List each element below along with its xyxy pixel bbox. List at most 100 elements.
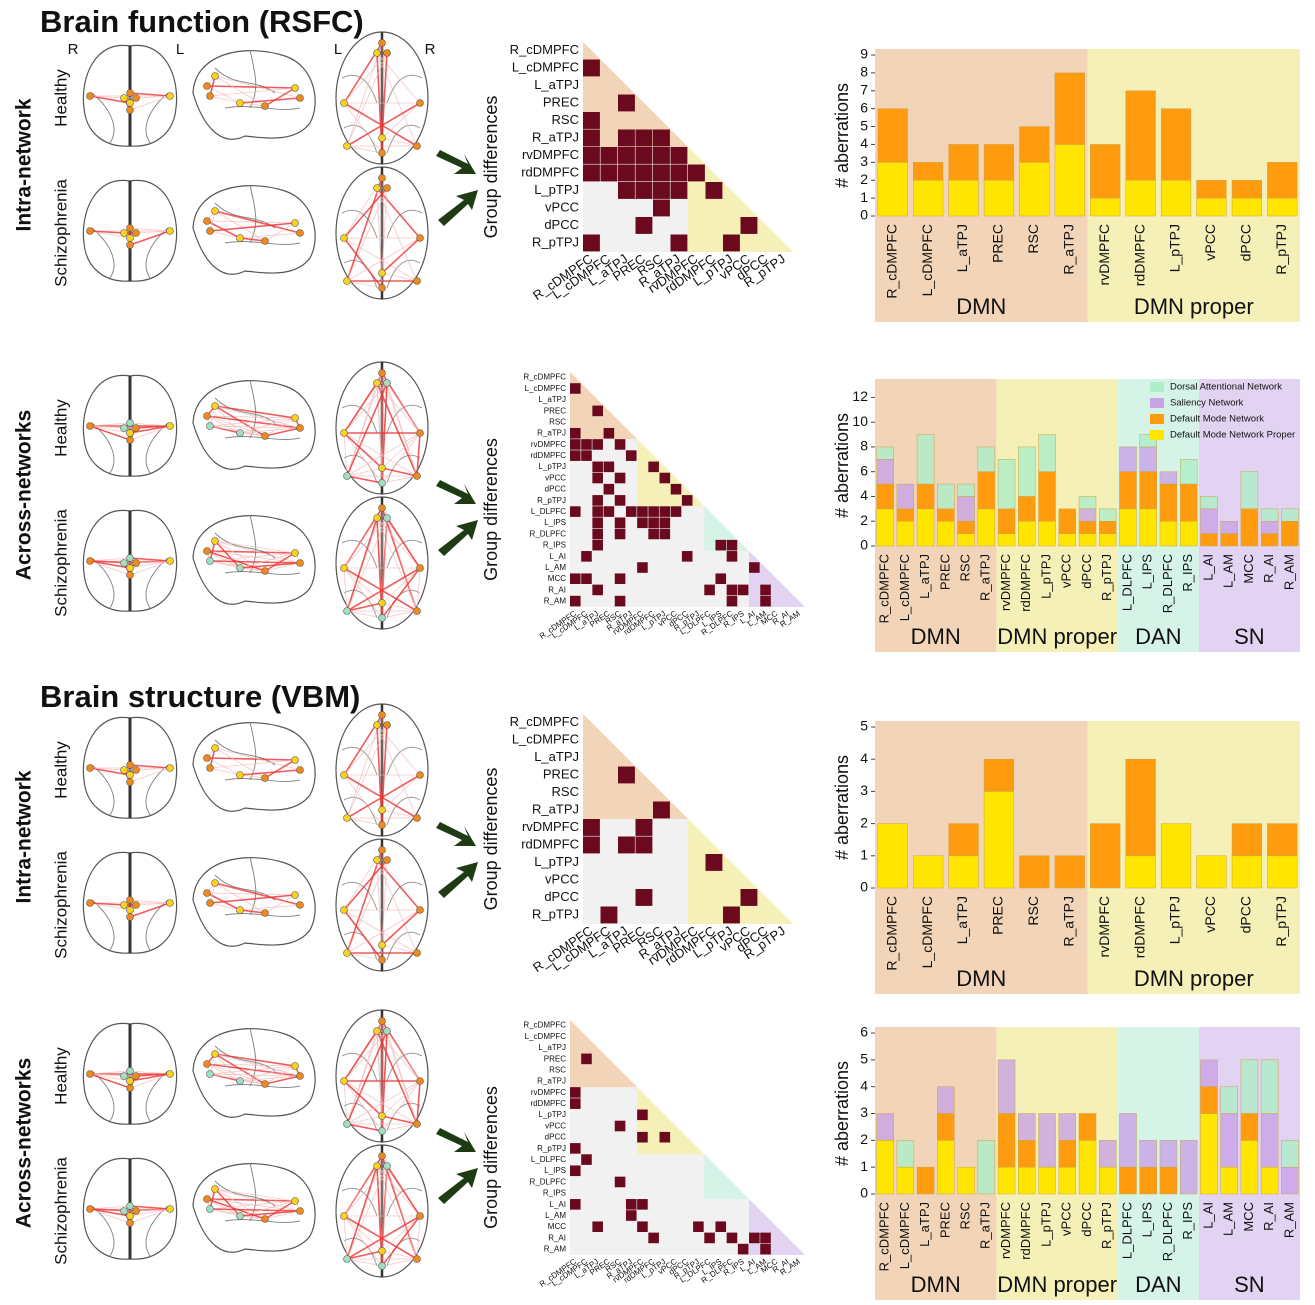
matrix-cell [715, 1221, 727, 1233]
row-label: vPCC [545, 1121, 566, 1130]
brain-outline [192, 1028, 316, 1118]
connection [129, 230, 171, 246]
node [378, 821, 386, 829]
connection [209, 1200, 296, 1210]
x-tick-label: vPCC [1202, 896, 1218, 933]
connection [239, 769, 301, 776]
group-label: DMN [911, 1272, 961, 1297]
matrix-cell [726, 584, 738, 596]
row-label: R_pTPJ [537, 496, 566, 505]
connection [209, 222, 296, 232]
connection [264, 1075, 301, 1085]
x-tick-label: PREC [937, 554, 952, 590]
network-block [704, 506, 750, 552]
row-label: rvDMPFC [522, 147, 579, 162]
node [340, 906, 348, 914]
connection [264, 222, 296, 242]
node [126, 771, 134, 779]
glass-brain [82, 1157, 178, 1260]
connection [376, 382, 418, 477]
matrix-cell [581, 551, 592, 562]
node [132, 229, 140, 237]
connection [381, 272, 418, 282]
row-label: RSC [552, 112, 579, 127]
connection [129, 560, 171, 576]
node [126, 906, 134, 914]
connection [343, 1080, 348, 1125]
node [211, 879, 219, 887]
node [343, 1120, 351, 1128]
matrix-cell [760, 595, 771, 607]
node [383, 49, 391, 57]
matrix-cell [653, 129, 670, 147]
node [120, 766, 128, 774]
connection [239, 427, 301, 434]
bar-segment [876, 446, 894, 460]
bar-segment [997, 508, 1016, 534]
bar-segment [1078, 1140, 1097, 1195]
connection [239, 774, 266, 779]
bar-segment [876, 1140, 894, 1195]
x-tick-label: rvDMPFC [998, 554, 1013, 611]
connection [214, 882, 301, 906]
matrix-cell [681, 551, 693, 562]
bar-segment [957, 496, 975, 522]
glass-brain [82, 374, 178, 477]
node [203, 889, 211, 897]
bar-segment [957, 520, 975, 534]
bar-segment [1240, 508, 1259, 547]
y-tick-label: 4 [860, 750, 868, 766]
connection [376, 1165, 421, 1217]
matrix-cell [614, 1176, 626, 1188]
node [206, 1205, 214, 1213]
connection [209, 1208, 301, 1212]
node [340, 564, 348, 572]
connection [376, 517, 418, 612]
bar-segment [1231, 179, 1262, 199]
matrix-cell [635, 129, 653, 147]
row-label: R_AM [544, 597, 567, 606]
matrix-cell [635, 819, 653, 836]
brain-sulcus [341, 75, 423, 154]
row-label: Across-networks [13, 1058, 36, 1228]
matrix-cell [723, 234, 740, 252]
connection [89, 767, 131, 776]
node [86, 92, 94, 100]
row-label: rvDMPFC [531, 1088, 566, 1097]
connection [346, 145, 383, 154]
network-block [570, 1020, 638, 1088]
bar-segment [948, 144, 979, 181]
node [126, 99, 134, 107]
connection [416, 432, 421, 477]
connection [89, 902, 125, 906]
row-label: R_aTPJ [532, 130, 579, 145]
bar-segment [1267, 162, 1298, 199]
glass-brain [82, 716, 178, 819]
bar-segment [937, 483, 955, 510]
x-tick-label: R_DLPFC [1160, 554, 1175, 613]
node [413, 1120, 421, 1128]
network-band [875, 1027, 997, 1300]
connection [381, 809, 418, 819]
connection [343, 517, 378, 569]
node [291, 84, 299, 92]
matrix-cell [603, 483, 615, 495]
matrix-cell [618, 147, 635, 164]
node [166, 1070, 174, 1078]
matrix-cell [760, 1243, 771, 1255]
matrix-cell [570, 450, 581, 461]
x-tick-label: L_AI [1200, 554, 1215, 581]
connection [206, 757, 296, 761]
node [383, 184, 391, 192]
group-label: Healthy [51, 1047, 70, 1105]
y-axis-label: # aberrations [832, 83, 852, 188]
bar-segment [1078, 496, 1097, 510]
bar-segment [983, 179, 1015, 217]
node [126, 234, 134, 242]
connection [343, 237, 383, 289]
node [378, 846, 386, 854]
row-label: R_DLPFC [530, 529, 567, 538]
bar-segment [1078, 1113, 1097, 1141]
matrix-cell [592, 461, 603, 473]
node [166, 764, 174, 772]
